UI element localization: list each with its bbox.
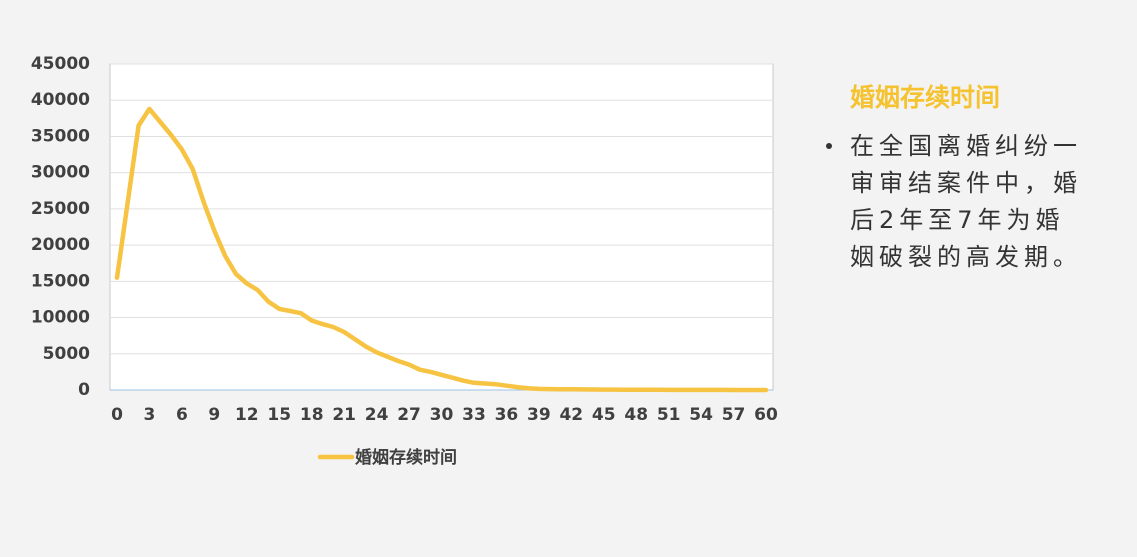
x-tick-label: 51 [657, 405, 681, 425]
x-tick-label: 3 [144, 405, 156, 425]
x-tick-label: 60 [754, 405, 778, 425]
plot-area [109, 63, 774, 391]
x-tick-label: 57 [722, 405, 746, 425]
x-tick-label: 45 [592, 405, 616, 425]
x-tick-label: 0 [111, 405, 123, 425]
side-panel: 婚姻存续时间 在全国离婚纠纷一审审结案件中，婚后2年至7年为婚姻破裂的高发期。 [820, 78, 1120, 276]
panel-heading: 婚姻存续时间 [850, 83, 1001, 112]
y-tick-label: 0 [78, 380, 90, 400]
x-tick-label: 6 [176, 405, 188, 425]
chart: 0 5000 10000 15000 20000 25000 30000 35000 40000… [31, 54, 778, 468]
x-tick-label: 18 [300, 405, 324, 425]
y-tick-label: 45000 [31, 54, 90, 74]
y-tick-label: 35000 [31, 126, 90, 146]
y-tick-label: 10000 [31, 308, 90, 328]
y-tick-label: 5000 [43, 344, 90, 364]
x-tick-label: 54 [689, 405, 713, 425]
x-tick-label: 30 [430, 405, 454, 425]
x-tick-label: 12 [235, 405, 259, 425]
y-tick-label: 25000 [31, 199, 90, 219]
legend-label: 婚姻存续时间 [355, 447, 457, 468]
bullet-item: 在全国离婚纠纷一审审结案件中，婚后2年至7年为婚姻破裂的高发期。 [820, 128, 1120, 276]
x-tick-label: 27 [397, 405, 421, 425]
bullet-text: 在全国离婚纠纷一审审结案件中，婚后2年至7年为婚姻破裂的高发期。 [850, 132, 1082, 271]
x-tick-label: 24 [365, 405, 389, 425]
data-line [114, 106, 769, 393]
bullet-dot [826, 143, 832, 149]
x-tick-label: 48 [624, 405, 648, 425]
y-tick-label: 20000 [31, 235, 90, 255]
x-tick-label: 33 [462, 405, 486, 425]
y-tick-label: 40000 [31, 90, 90, 110]
x-tick-label: 42 [559, 405, 583, 425]
x-tick-label: 15 [267, 405, 291, 425]
x-tick-label: 9 [208, 405, 220, 425]
x-tick-label: 39 [527, 405, 551, 425]
y-tick-label: 15000 [31, 271, 90, 291]
y-tick-label: 30000 [31, 163, 90, 183]
x-tick-label: 21 [332, 405, 356, 425]
x-tick-label: 36 [495, 405, 519, 425]
